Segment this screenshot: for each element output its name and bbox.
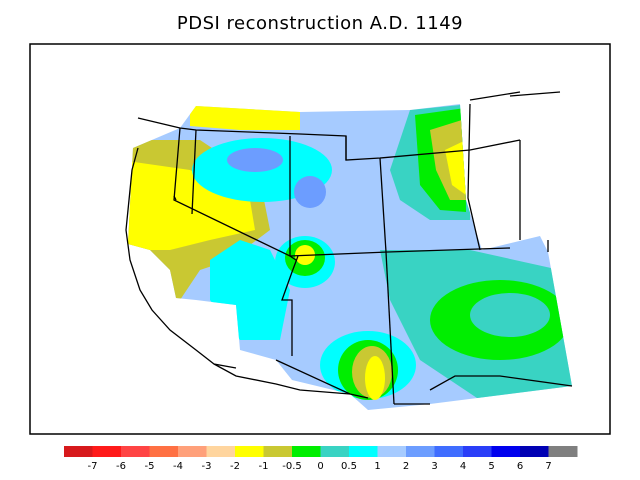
legend-tick-label: -1 <box>259 461 269 472</box>
boundaries <box>125 91 573 405</box>
legend-swatch <box>149 446 179 457</box>
legend-swatch <box>178 446 207 457</box>
legend-tick-label: 1 <box>374 461 380 472</box>
map-title: PDSI reconstruction A.D. 1149 <box>176 13 464 34</box>
legend-swatch <box>548 446 578 457</box>
legend-tick-label: 3 <box>431 461 437 472</box>
legend-tick-label: -0.5 <box>282 461 302 472</box>
legend-swatch <box>263 446 293 457</box>
legend-swatch <box>406 446 435 457</box>
legend-tick-label: -6 <box>116 461 126 472</box>
legend-swatch <box>377 446 407 457</box>
legend-tick-label: 2 <box>403 461 409 472</box>
legend-labels: -7 -6 -5 -4 -3 -2 -1 -0.5 0 0.5 1 2 3 4 5 6 7 <box>88 461 552 472</box>
legend-swatch <box>320 446 350 457</box>
legend-tick-label: 5 <box>488 461 494 472</box>
legend-swatch <box>463 446 492 457</box>
legend-swatch <box>292 446 321 457</box>
legend-tick-label: 6 <box>517 461 523 472</box>
legend-swatch <box>64 446 93 457</box>
legend-tick-label: 7 <box>545 461 551 472</box>
legend-tick-label: 0.5 <box>341 461 357 472</box>
legend-swatch <box>206 446 236 457</box>
legend-swatch <box>121 446 150 457</box>
legend-tick-label: 4 <box>460 461 466 472</box>
legend-swatch <box>235 446 264 457</box>
legend-tick-label: -5 <box>145 461 155 472</box>
legend-tick-label: 0 <box>317 461 323 472</box>
legend-swatch <box>349 446 378 457</box>
legend-tick-label: -4 <box>173 461 183 472</box>
legend-swatch <box>491 446 521 457</box>
legend-colorbar <box>64 446 578 457</box>
legend-tick-label: -2 <box>230 461 240 472</box>
legend-tick-label: -7 <box>88 461 98 472</box>
legend-swatch <box>434 446 464 457</box>
legend-tick-label: -3 <box>202 461 212 472</box>
legend-swatch <box>520 446 549 457</box>
legend-swatch <box>92 446 122 457</box>
